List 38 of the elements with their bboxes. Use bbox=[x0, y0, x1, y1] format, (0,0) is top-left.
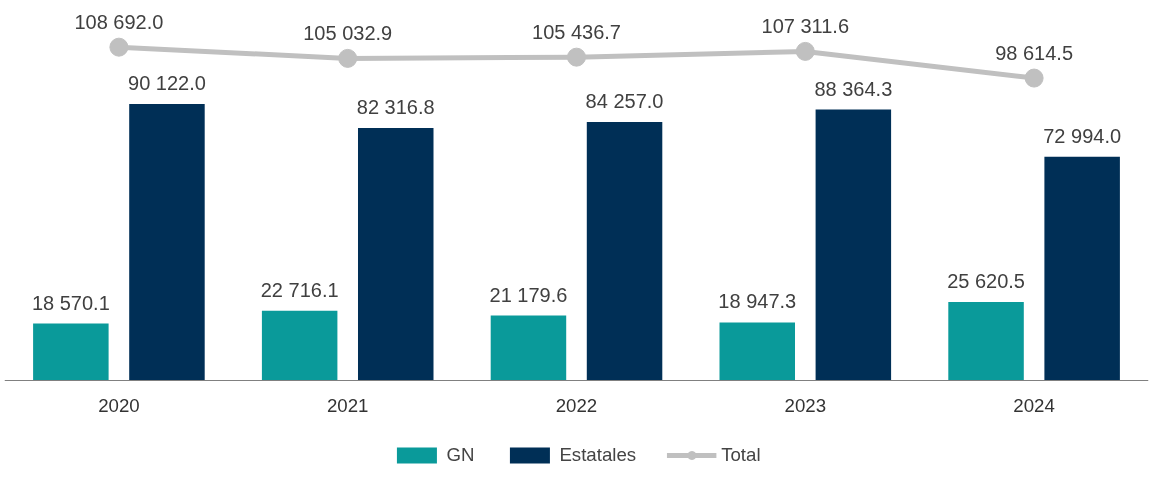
x-tick-label: 2024 bbox=[1013, 394, 1055, 416]
data-label: 105 032.9 bbox=[303, 22, 393, 45]
data-label: 105 436.7 bbox=[532, 21, 621, 44]
x-tick-label: 2021 bbox=[326, 394, 369, 416]
point bbox=[109, 37, 129, 57]
data-label: 107 311.6 bbox=[761, 15, 850, 38]
legend-label: Estatales bbox=[559, 444, 637, 466]
point bbox=[795, 41, 815, 61]
point bbox=[1024, 68, 1044, 88]
data-label: 88 364.3 bbox=[814, 77, 893, 100]
data-label: 82 316.8 bbox=[356, 96, 435, 119]
point bbox=[567, 47, 586, 67]
data-label: 98 614.5 bbox=[995, 42, 1074, 65]
data-label: 108 692.0 bbox=[74, 11, 164, 34]
data-label: 90 122.0 bbox=[128, 72, 206, 95]
data-label: 84 257.0 bbox=[585, 90, 664, 113]
point bbox=[338, 48, 358, 68]
data-label: 25 620.5 bbox=[947, 269, 1025, 292]
data-label: 21 179.6 bbox=[489, 283, 568, 306]
data-label: 18 947.3 bbox=[718, 290, 797, 313]
x-tick-label: 2022 bbox=[555, 394, 598, 416]
bar bbox=[358, 128, 434, 381]
bar bbox=[1044, 156, 1120, 381]
data-label: 18 570.1 bbox=[31, 291, 110, 314]
data-label: 72 994.0 bbox=[1043, 124, 1122, 147]
bar bbox=[261, 310, 338, 381]
bar bbox=[719, 322, 795, 381]
bar bbox=[815, 109, 892, 381]
bar bbox=[490, 315, 567, 381]
bar bbox=[129, 104, 205, 381]
x-tick-label: 2023 bbox=[784, 394, 827, 416]
data-label: 22 716.1 bbox=[260, 278, 339, 301]
bar bbox=[586, 122, 663, 381]
legend-label: Total bbox=[721, 444, 761, 466]
bar bbox=[33, 323, 109, 381]
x-tick-label: 2020 bbox=[98, 394, 140, 416]
legend-label: GN bbox=[446, 444, 475, 466]
bar bbox=[948, 301, 1024, 381]
